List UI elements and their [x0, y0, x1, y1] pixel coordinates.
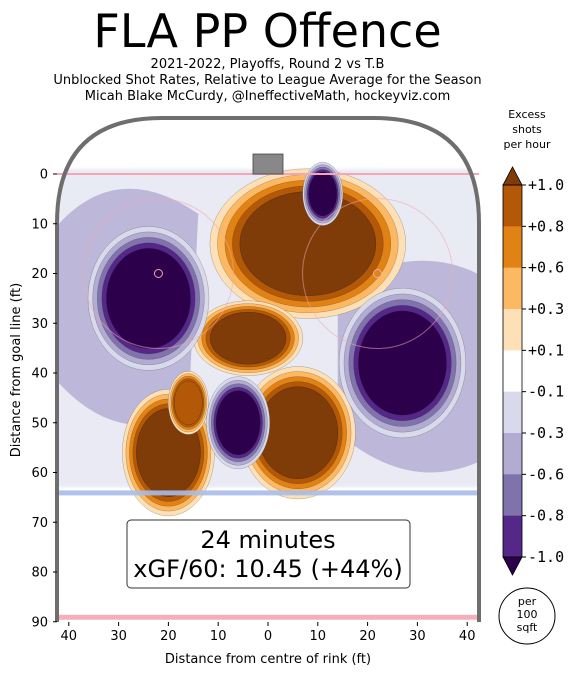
colorbar: Excess shots per hour +1.0 +0.8 +0.6 +0.3 +0.1 -…	[498, 108, 564, 645]
x-axis-label: Distance from centre of rink (ft)	[165, 652, 371, 667]
annotation-frame	[126, 519, 411, 589]
colorbar-swatch	[503, 185, 522, 227]
x-tick-label: 30	[409, 629, 426, 644]
axes: 40 30 20 10 0 10 20 30 40 0 10 20 30 40 50 60 70 80 90 Dist…	[9, 168, 475, 668]
colorbar-tick-label: +0.8	[528, 217, 564, 235]
y-tick-label: 50	[31, 416, 48, 431]
x-tick-label: 10	[310, 629, 327, 644]
faceoff-dot-left	[153, 269, 163, 278]
colorbar-swatch	[503, 309, 522, 351]
y-tick-label: 80	[31, 566, 48, 581]
colorbar-tick-label: +0.3	[528, 300, 564, 318]
colorbar-swatch	[503, 391, 522, 434]
negative-region	[87, 226, 210, 371]
unit-badge-label: per	[518, 595, 537, 608]
unit-badge	[498, 587, 556, 645]
region-core	[209, 311, 287, 365]
region-core	[257, 386, 339, 479]
y-tick-label: 30	[31, 317, 48, 332]
colorbar-min-arrow	[502, 556, 523, 576]
chart-subtitle-season: 2021-2022, Playoffs, Round 2 vs T.B	[150, 57, 385, 72]
colorbar-title: Excess	[508, 108, 546, 121]
region-core	[308, 171, 338, 217]
negative-region	[302, 162, 344, 226]
colorbar-swatch	[503, 226, 522, 269]
colorbar-tick-label: -0.8	[528, 507, 564, 525]
chart-subtitle-author: Micah Blake McCurdy, @IneffectiveMath, h…	[84, 89, 451, 104]
negative-region	[206, 376, 271, 470]
colorbar-tick-label: +1.0	[528, 176, 564, 194]
y-axis-label: Distance from goal line (ft)	[9, 283, 24, 457]
colorbar-swatch	[503, 515, 522, 558]
colorbar-tick-label: -0.3	[528, 424, 564, 442]
colorbar-tick-label: -0.1	[528, 383, 564, 401]
positive-region	[193, 300, 304, 376]
blue-line	[57, 490, 479, 496]
colorbar-title: per hour	[504, 138, 551, 151]
y-tick-label: 10	[31, 217, 48, 232]
y-tick-label: 70	[31, 516, 48, 531]
chart-subtitle-description: Unblocked Shot Rates, Relative to League…	[53, 73, 482, 88]
negative-region	[338, 287, 467, 439]
x-tick-label: 20	[359, 629, 376, 644]
colorbar-swatch	[503, 267, 522, 310]
positive-region	[209, 168, 406, 319]
y-tick-label: 0	[40, 168, 48, 183]
region-core	[174, 380, 203, 426]
colorbar-max-arrow	[502, 166, 523, 186]
colorbar-tick-label: +0.1	[528, 341, 564, 359]
faceoff-circle-right	[302, 198, 454, 349]
unit-badge-label: 100	[517, 608, 538, 621]
x-tick-label: 40	[61, 629, 78, 644]
region-core	[215, 390, 261, 455]
faceoff-dot-right	[373, 269, 383, 278]
y-tick-label: 60	[31, 466, 48, 481]
region-core	[358, 310, 447, 416]
colorbar-swatch	[503, 433, 522, 475]
colorbar-swatch	[503, 474, 522, 517]
x-tick-label: 20	[160, 629, 177, 644]
centre-red-line	[57, 614, 479, 620]
colorbar-tick-label: +0.6	[528, 259, 564, 277]
colorbar-title: shots	[512, 123, 542, 136]
x-tick-label: 30	[110, 629, 127, 644]
x-tick-label: 40	[459, 629, 476, 644]
annotation-minutes: 24 minutes	[200, 526, 335, 554]
colorbar-swatch	[503, 350, 522, 393]
x-tick-label: 0	[264, 629, 272, 644]
region-core	[106, 248, 191, 349]
y-tick-label: 90	[31, 615, 48, 630]
colorbar-tick-label: -1.0	[528, 548, 564, 566]
y-tick-label: 40	[31, 367, 48, 382]
positive-region	[167, 370, 209, 435]
y-tick-label: 20	[31, 267, 48, 282]
faceoff-circle-left	[82, 198, 234, 349]
colorbar-tick-label: -0.6	[528, 465, 564, 483]
heat-layer	[57, 118, 479, 622]
rink-boards	[55, 116, 481, 622]
annotation-xgf: xGF/60: 10.45 (+44%)	[133, 555, 402, 583]
positive-region	[240, 366, 356, 500]
colorbar-frame	[502, 184, 523, 558]
unit-badge-label: sqft	[517, 621, 538, 634]
chart-title: FLA PP Offence	[93, 4, 442, 58]
goal-net	[252, 153, 284, 175]
x-tick-label: 10	[210, 629, 227, 644]
